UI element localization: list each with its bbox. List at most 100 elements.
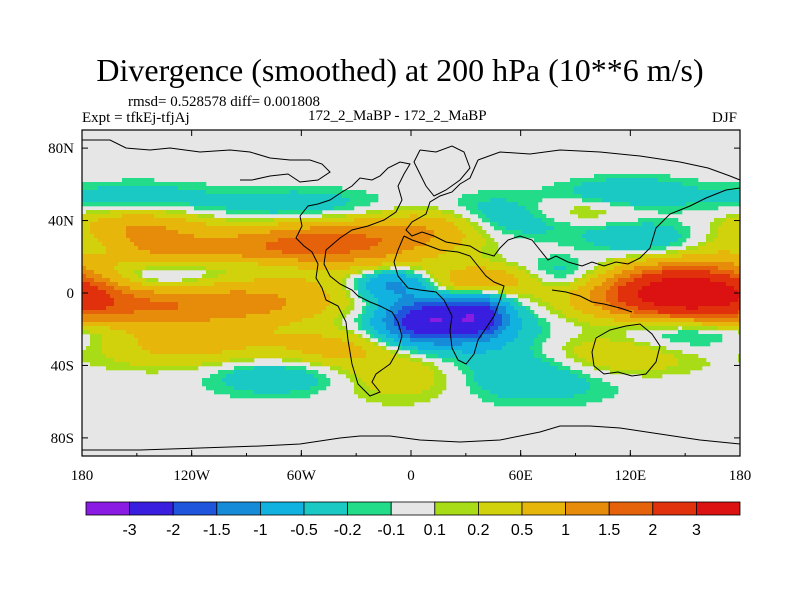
field-cell bbox=[266, 250, 271, 255]
field-cell bbox=[122, 350, 127, 355]
field-cell bbox=[414, 378, 419, 383]
field-cell bbox=[182, 342, 187, 347]
field-cell bbox=[290, 234, 295, 239]
field-cell bbox=[170, 294, 175, 299]
field-cell bbox=[302, 234, 307, 239]
field-cell bbox=[298, 246, 303, 251]
field-cell bbox=[134, 310, 139, 315]
field-cell bbox=[378, 386, 383, 391]
field-cell bbox=[190, 242, 195, 247]
field-cell bbox=[146, 338, 151, 343]
field-cell bbox=[442, 358, 447, 363]
field-cell bbox=[230, 334, 235, 339]
field-cell bbox=[118, 358, 123, 363]
field-cell bbox=[430, 246, 435, 251]
field-cell bbox=[282, 246, 287, 251]
field-cell bbox=[450, 354, 455, 359]
field-cell bbox=[318, 262, 323, 267]
field-cell bbox=[506, 350, 511, 355]
field-cell bbox=[470, 274, 475, 279]
field-cell bbox=[446, 298, 451, 303]
field-cell bbox=[374, 250, 379, 255]
field-cell bbox=[382, 310, 387, 315]
field-cell bbox=[418, 338, 423, 343]
field-cell bbox=[302, 306, 307, 311]
field-cell bbox=[194, 194, 199, 199]
field-cell bbox=[422, 226, 427, 231]
field-cell bbox=[310, 206, 315, 211]
field-cell bbox=[118, 202, 123, 207]
field-cell bbox=[370, 254, 375, 259]
field-cell bbox=[406, 370, 411, 375]
field-cell bbox=[486, 398, 491, 403]
field-cell bbox=[482, 266, 487, 271]
field-cell bbox=[462, 318, 467, 323]
field-cell bbox=[402, 306, 407, 311]
field-cell bbox=[386, 242, 391, 247]
field-cell bbox=[362, 198, 367, 203]
field-cell bbox=[146, 178, 151, 183]
field-cell bbox=[390, 286, 395, 291]
field-cell bbox=[506, 326, 511, 331]
field-cell bbox=[414, 246, 419, 251]
field-cell bbox=[130, 294, 135, 299]
field-cell bbox=[90, 270, 95, 275]
field-cell bbox=[142, 338, 147, 343]
field-cell bbox=[422, 338, 427, 343]
field-cell bbox=[354, 266, 359, 271]
field-cell bbox=[506, 314, 511, 319]
field-cell bbox=[250, 370, 255, 375]
field-cell bbox=[330, 270, 335, 275]
field-cell bbox=[482, 390, 487, 395]
field-cell bbox=[282, 314, 287, 319]
field-cell bbox=[178, 366, 183, 371]
field-cell bbox=[246, 378, 251, 383]
field-cell bbox=[418, 298, 423, 303]
field-cell bbox=[238, 218, 243, 223]
field-cell bbox=[426, 306, 431, 311]
field-cell bbox=[358, 230, 363, 235]
field-cell bbox=[150, 210, 155, 215]
field-cell bbox=[254, 294, 259, 299]
field-cell bbox=[222, 378, 227, 383]
field-cell bbox=[426, 210, 431, 215]
field-cell bbox=[130, 218, 135, 223]
field-cell bbox=[218, 234, 223, 239]
field-cell bbox=[290, 302, 295, 307]
field-cell bbox=[150, 214, 155, 219]
field-cell bbox=[314, 322, 319, 327]
field-cell bbox=[294, 382, 299, 387]
field-cell bbox=[394, 358, 399, 363]
field-cell bbox=[102, 318, 107, 323]
field-cell bbox=[122, 278, 127, 283]
field-cell bbox=[134, 250, 139, 255]
field-cell bbox=[450, 250, 455, 255]
field-cell bbox=[378, 282, 383, 287]
field-cell bbox=[490, 346, 495, 351]
field-cell bbox=[342, 354, 347, 359]
field-cell bbox=[350, 354, 355, 359]
field-cell bbox=[394, 214, 399, 219]
field-cell bbox=[190, 218, 195, 223]
field-cell bbox=[214, 378, 219, 383]
field-cell bbox=[362, 294, 367, 299]
field-cell bbox=[258, 382, 263, 387]
field-cell bbox=[230, 386, 235, 391]
field-cell bbox=[202, 286, 207, 291]
field-cell bbox=[226, 230, 231, 235]
field-cell bbox=[146, 198, 151, 203]
field-cell bbox=[182, 282, 187, 287]
field-cell bbox=[226, 382, 231, 387]
field-cell bbox=[386, 370, 391, 375]
field-cell bbox=[354, 218, 359, 223]
field-cell bbox=[346, 274, 351, 279]
field-cell bbox=[330, 254, 335, 259]
field-cell bbox=[238, 306, 243, 311]
field-cell bbox=[494, 226, 499, 231]
field-cell bbox=[434, 294, 439, 299]
field-cell bbox=[502, 354, 507, 359]
field-cell bbox=[494, 222, 499, 227]
field-cell bbox=[342, 306, 347, 311]
field-cell bbox=[474, 386, 479, 391]
field-cell bbox=[326, 190, 331, 195]
